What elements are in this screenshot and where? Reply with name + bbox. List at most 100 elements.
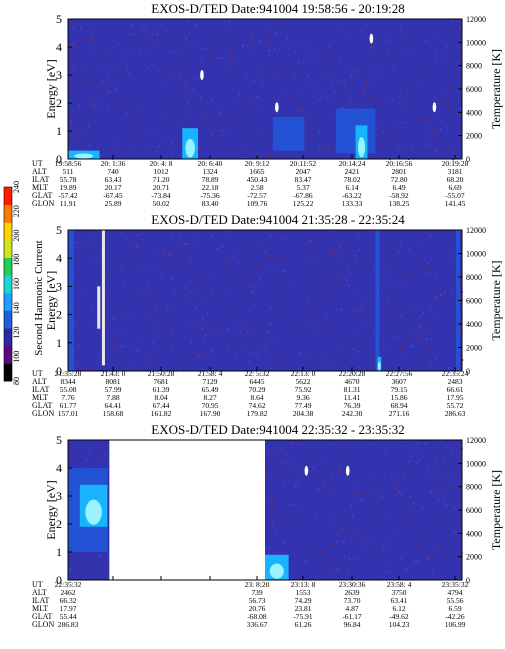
- speckle-dot: [220, 150, 222, 153]
- speckle-dot: [122, 43, 125, 45]
- speckle-dot: [332, 92, 334, 95]
- speckle-dot: [99, 455, 102, 457]
- table-cell: -68.08: [247, 612, 267, 621]
- speckle-dot: [453, 531, 455, 533]
- y-tick-label: 1: [56, 124, 62, 138]
- speckle-dot: [383, 343, 385, 346]
- speckle-dot: [185, 322, 187, 324]
- speckle-dot: [112, 282, 114, 284]
- speckle-dot: [440, 61, 443, 63]
- speckle-dot: [268, 516, 270, 519]
- speckle-dot: [260, 273, 263, 275]
- speckle-dot: [311, 51, 313, 53]
- speckle-dot: [315, 517, 317, 520]
- speckle-dot: [236, 99, 238, 101]
- speckle-dot: [254, 303, 256, 306]
- table-cell: 5.37: [296, 183, 309, 192]
- speckle-dot: [273, 75, 276, 77]
- speckle-dot: [109, 91, 111, 93]
- speckle-dot: [427, 348, 430, 350]
- speckle-dot: [283, 482, 286, 484]
- speckle-dot: [196, 42, 198, 45]
- table-cell: 3181: [448, 167, 463, 176]
- speckle-dot: [221, 331, 223, 333]
- speckle-dot: [201, 333, 203, 335]
- speckle-dot: [153, 252, 155, 254]
- speckle-dot: [402, 357, 405, 359]
- y-tick-label: 0: [56, 364, 62, 378]
- speckle-dot: [78, 104, 81, 106]
- speckle-dot: [273, 497, 276, 500]
- table-cell: 70.95: [202, 401, 219, 410]
- dim-flux-region: [375, 230, 380, 371]
- speckle-dot: [179, 269, 181, 272]
- table-cell: 21:50:28: [148, 369, 175, 378]
- speckle-dot: [229, 19, 231, 21]
- speckle-dot: [368, 442, 370, 444]
- speckle-dot: [202, 48, 205, 50]
- speckle-dot: [177, 99, 179, 101]
- speckle-dot: [169, 72, 171, 74]
- speckle-dot: [357, 290, 359, 292]
- speckle-dot: [219, 104, 221, 107]
- speckle-dot: [398, 251, 401, 254]
- temperature-mark: [345, 465, 350, 476]
- speckle-dot: [452, 454, 454, 457]
- speckle-dot: [151, 64, 154, 66]
- speckle-dot: [358, 336, 361, 339]
- speckle-dot: [136, 246, 139, 248]
- speckle-dot: [226, 265, 229, 268]
- speckle-dot: [269, 28, 271, 31]
- speckle-dot: [202, 318, 204, 321]
- speckle-dot: [210, 99, 213, 101]
- table-cell: 83.47: [295, 175, 312, 184]
- speckle-dot: [335, 150, 337, 152]
- speckle-dot: [409, 496, 411, 498]
- speckle-dot: [338, 246, 341, 249]
- speckle-dot: [459, 314, 461, 316]
- table-cell: 23:58: 4: [387, 580, 412, 589]
- speckle-dot: [425, 474, 428, 476]
- speckle-dot: [98, 258, 101, 260]
- speckle-dot: [133, 324, 135, 326]
- speckle-dot: [135, 245, 137, 248]
- speckle-dot: [418, 83, 420, 86]
- speckle-dot: [340, 59, 342, 61]
- table-cell: 72.80: [391, 175, 408, 184]
- speckle-dot: [166, 98, 168, 100]
- speckle-dot: [70, 452, 72, 454]
- speckle-dot: [354, 69, 356, 72]
- speckle-dot: [376, 128, 378, 130]
- speckle-dot: [426, 558, 428, 561]
- table-cell: 74.29: [295, 596, 312, 605]
- speckle-dot: [155, 305, 157, 307]
- speckle-dot: [288, 59, 290, 61]
- table-cell: 22.18: [202, 183, 219, 192]
- speckle-dot: [404, 146, 406, 148]
- speckle-dot: [353, 530, 355, 533]
- speckle-dot: [401, 244, 403, 246]
- speckle-dot: [458, 449, 460, 451]
- speckle-dot: [106, 49, 108, 52]
- speckle-dot: [256, 354, 259, 357]
- speckle-dot: [377, 71, 379, 73]
- speckle-dot: [346, 266, 349, 268]
- speckle-dot: [72, 28, 74, 30]
- speckle-dot: [105, 322, 107, 324]
- speckle-dot: [388, 567, 390, 569]
- speckle-dot: [439, 471, 441, 474]
- speckle-dot: [258, 284, 260, 286]
- speckle-dot: [313, 91, 316, 93]
- speckle-dot: [358, 249, 360, 251]
- speckle-dot: [350, 540, 353, 542]
- speckle-dot: [149, 344, 151, 346]
- speckle-dot: [204, 334, 206, 336]
- colorbar-swatch: [4, 257, 12, 276]
- data-gap: [109, 440, 266, 580]
- speckle-dot: [88, 466, 90, 468]
- speckle-dot: [226, 337, 228, 339]
- speckle-dot: [68, 121, 71, 123]
- speckle-dot: [222, 246, 224, 248]
- speckle-dot: [122, 345, 124, 347]
- speckle-dot: [107, 91, 109, 94]
